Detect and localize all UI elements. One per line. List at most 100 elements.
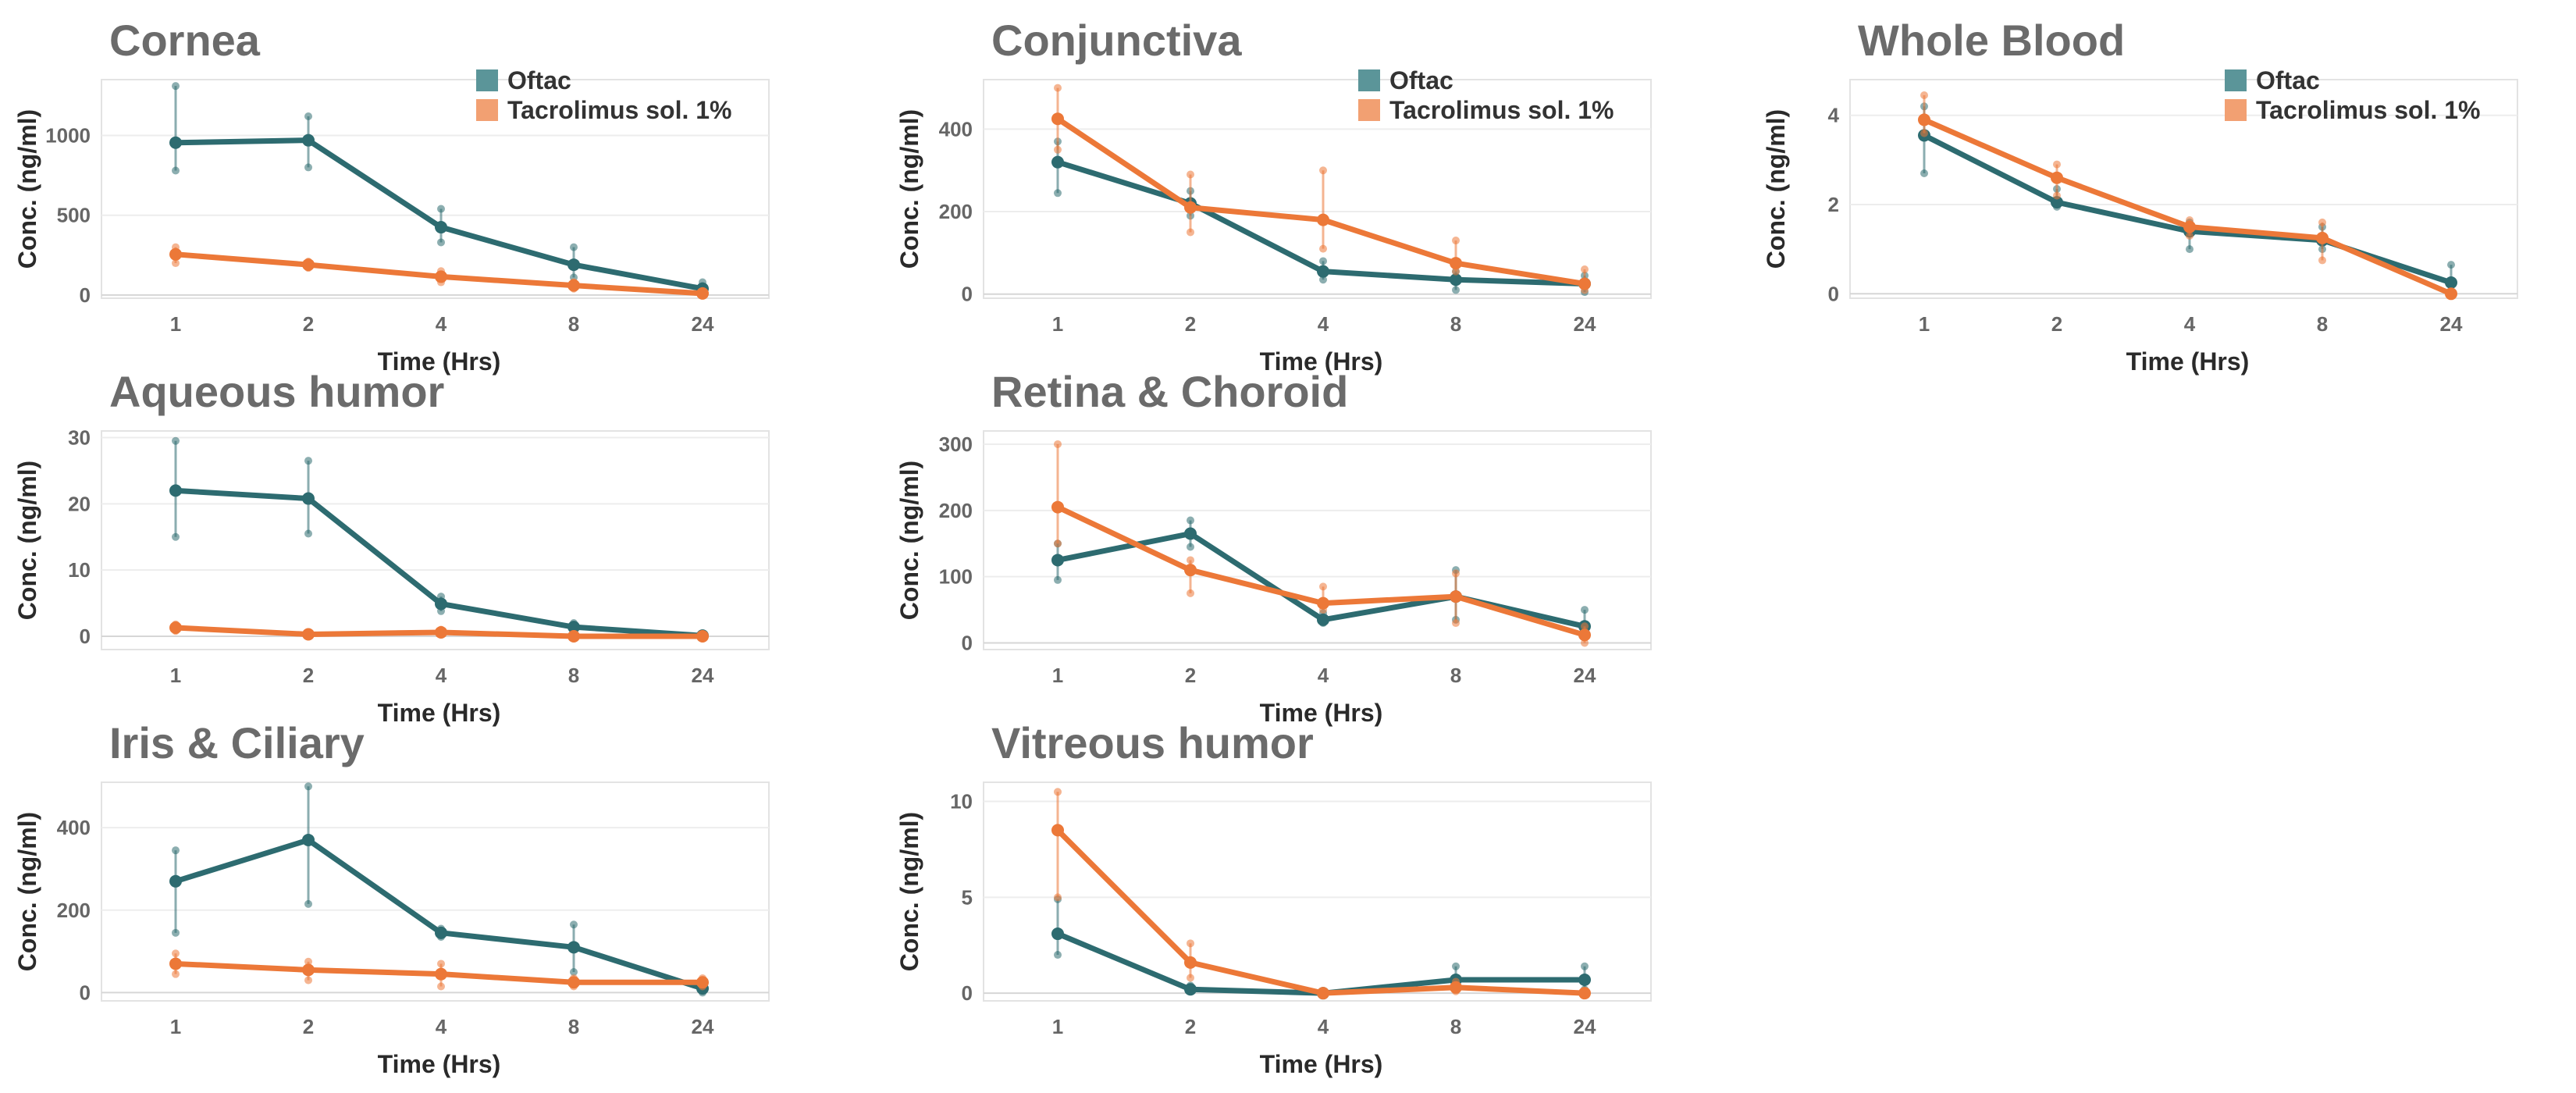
y-tick-label: 0 xyxy=(80,625,91,648)
error-bar-low-point xyxy=(1920,169,1928,177)
plot-frame xyxy=(983,781,1652,1002)
x-tick-label: 2 xyxy=(303,312,314,336)
y-tick-label: 30 xyxy=(68,425,91,449)
chart-title: Retina & Choroid xyxy=(991,367,1349,416)
chart-panel-aqueous-humor: 0 10 20 30 1 2 4 8 24 Time (Hrs) Conc. (ng/ml) Aque… xyxy=(0,367,812,727)
data-point xyxy=(696,287,709,300)
legend-swatch xyxy=(1358,69,1380,91)
error-bar-low-point xyxy=(1187,228,1194,237)
y-tick-label: 5 xyxy=(962,885,973,909)
y-axis-label: Conc. (ng/ml) xyxy=(895,461,923,620)
y-tick-label: 200 xyxy=(939,499,973,522)
plot-frame xyxy=(101,781,770,1002)
series-tacrolimus xyxy=(169,243,709,300)
chart-title: Whole Blood xyxy=(1858,16,2126,65)
legend: Oftac Tacrolimus sol. 1% xyxy=(1358,66,1614,125)
y-tick-label: 0 xyxy=(80,283,91,307)
data-point xyxy=(435,625,447,639)
error-bar-low-point xyxy=(1920,129,1928,137)
y-tick-label: 4 xyxy=(1828,104,1840,127)
data-point xyxy=(435,221,447,234)
error-bar-low-point xyxy=(304,163,312,172)
x-tick-label: 1 xyxy=(1052,664,1063,687)
error-bar-low-point xyxy=(2053,191,2061,200)
legend-label: Oftac xyxy=(2256,66,2320,94)
error-bar-low-point xyxy=(1581,639,1589,647)
legend-item-tacrolimus: Tacrolimus sol. 1% xyxy=(1358,95,1614,125)
chart-panel-whole-blood: 0 2 4 1 2 4 8 24 Time (Hrs) Conc. (ng/ml) Whole Bl… xyxy=(1749,16,2560,376)
error-bar-low-point xyxy=(304,899,312,908)
data-point xyxy=(2183,220,2196,233)
chart-title: Cornea xyxy=(109,16,260,65)
x-tick-label: 2 xyxy=(2051,312,2062,336)
error-bar-high-point xyxy=(2053,160,2061,169)
error-bar-low-point xyxy=(437,982,445,991)
error-bar-high-point xyxy=(1054,440,1062,448)
legend-swatch xyxy=(2225,69,2247,91)
data-point xyxy=(1051,824,1064,837)
data-point xyxy=(1051,500,1064,514)
error-bar-low-point xyxy=(1054,189,1062,198)
error-bar-low-point xyxy=(437,238,445,247)
error-bar-high-point xyxy=(172,846,180,855)
error-bar-high-point xyxy=(437,959,445,968)
series-tacrolimus xyxy=(169,949,709,991)
error-bar-low-point xyxy=(2318,256,2326,265)
error-bar-low-point xyxy=(1319,276,1327,284)
data-point xyxy=(1450,590,1462,603)
error-bar-low-point xyxy=(172,970,180,978)
chart-panel-conjunctiva: 0 200 400 1 2 4 8 24 Time (Hrs) Conc. (ng/ml) Conj… xyxy=(882,16,1694,376)
data-point xyxy=(2445,276,2457,289)
x-tick-label: 8 xyxy=(2317,312,2328,336)
error-bar-low-point xyxy=(1054,145,1062,154)
y-axis-label: Conc. (ng/ml) xyxy=(13,812,41,971)
error-bar-high-point xyxy=(172,82,180,91)
plot-frame xyxy=(1849,79,2518,299)
x-tick-label: 4 xyxy=(1318,312,1329,336)
data-point xyxy=(568,941,580,954)
error-bar-low-point xyxy=(172,928,180,937)
x-tick-label: 24 xyxy=(692,312,714,336)
y-tick-label: 0 xyxy=(80,981,91,1004)
x-tick-label: 8 xyxy=(1450,312,1461,336)
data-point xyxy=(1317,613,1329,626)
error-bar-high-point xyxy=(1452,962,1460,970)
error-bar-high-point xyxy=(2447,261,2455,269)
y-axis-label: Conc. (ng/ml) xyxy=(13,109,41,269)
data-point xyxy=(696,630,709,643)
data-point xyxy=(2051,171,2063,184)
data-point xyxy=(169,621,182,634)
error-bar-low-point xyxy=(1452,286,1460,294)
x-tick-label: 4 xyxy=(436,1015,447,1038)
chart-title: Conjunctiva xyxy=(991,16,1242,65)
error-bar-low-point xyxy=(570,968,578,977)
error-bar-high-point xyxy=(1581,622,1589,631)
chart-title: Iris & Ciliary xyxy=(109,718,365,767)
error-bar-low-point xyxy=(1054,951,1062,959)
legend-item-tacrolimus: Tacrolimus sol. 1% xyxy=(2225,95,2481,125)
x-tick-label: 8 xyxy=(1450,664,1461,687)
legend: Oftac Tacrolimus sol. 1% xyxy=(2225,66,2481,125)
error-bar-high-point xyxy=(172,949,180,958)
error-bar-low-point xyxy=(1187,974,1194,982)
x-tick-label: 8 xyxy=(1450,1015,1461,1038)
error-bar-low-point xyxy=(1054,575,1062,584)
data-point xyxy=(169,874,182,888)
data-point xyxy=(1317,265,1329,278)
x-axis-label: Time (Hrs) xyxy=(1260,699,1383,727)
chart-panel-retina-and-choroid: 0 100 200 300 1 2 4 8 24 Time (Hrs) Conc. (ng/ml) R… xyxy=(882,367,1694,727)
data-point xyxy=(1184,527,1197,540)
x-axis-label: Time (Hrs) xyxy=(1260,347,1383,376)
data-point xyxy=(435,926,447,939)
legend-item-oftac: Oftac xyxy=(2225,66,2481,95)
error-bar-high-point xyxy=(1319,582,1327,591)
y-tick-label: 20 xyxy=(68,492,91,515)
error-bar-low-point xyxy=(172,166,180,175)
data-point xyxy=(1184,564,1197,577)
plot-frame xyxy=(101,430,770,650)
data-point xyxy=(302,134,315,147)
error-bar-high-point xyxy=(304,957,312,966)
